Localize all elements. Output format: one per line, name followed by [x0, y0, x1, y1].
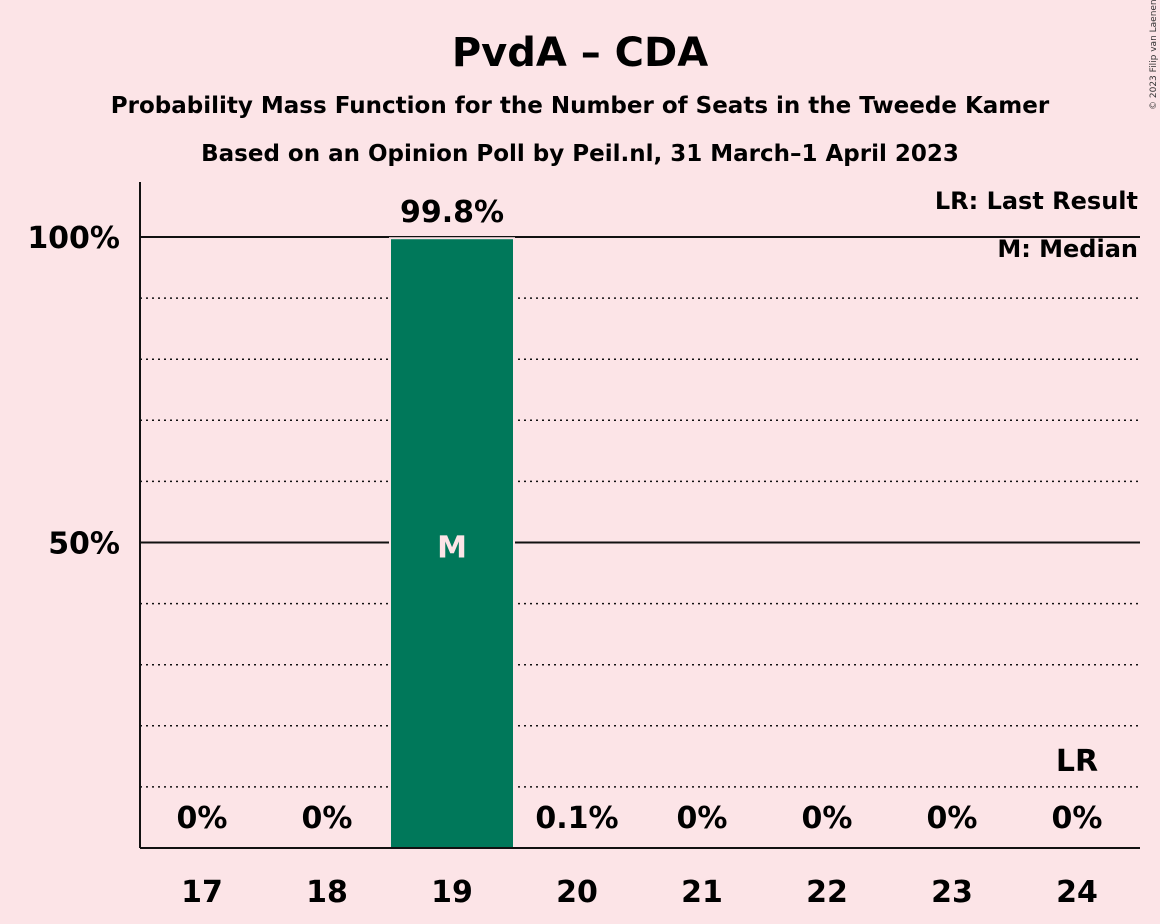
x-tick-label-22: 22 — [806, 875, 848, 910]
median-marker: M — [437, 531, 467, 566]
chart-subtitle-1: Probability Mass Function for the Number… — [111, 93, 1050, 119]
data-label-21: 0% — [677, 801, 728, 836]
x-tick-label-17: 17 — [181, 875, 223, 910]
data-label-19: 99.8% — [400, 195, 504, 230]
data-labels: 0% 0% 99.8% 0.1% 0% 0% 0% 0% M LR — [177, 195, 1103, 836]
y-tick-label: 50% — [48, 527, 120, 562]
bar-19 — [389, 237, 515, 850]
data-label-24: 0% — [1052, 801, 1103, 836]
chart-subtitle-2: Based on an Opinion Poll by Peil.nl, 31 … — [201, 141, 959, 167]
data-label-22: 0% — [802, 801, 853, 836]
bars — [389, 237, 640, 850]
grid-lines — [140, 236, 1140, 788]
chart-title: PvdA – CDA — [452, 30, 708, 76]
x-tick-label-24: 24 — [1056, 875, 1098, 910]
y-tick-label: 100% — [27, 221, 120, 256]
copyright-text: © 2023 Filip van Laenen — [1149, 0, 1159, 110]
x-tick-label-18: 18 — [306, 875, 348, 910]
x-tick-label-20: 20 — [556, 875, 598, 910]
data-label-17: 0% — [177, 801, 228, 836]
x-tick-label-21: 21 — [681, 875, 723, 910]
x-tick-label-23: 23 — [931, 875, 973, 910]
legend-last-result: LR: Last Result — [935, 187, 1138, 215]
legend-median: M: Median — [997, 235, 1138, 263]
data-label-20: 0.1% — [535, 801, 618, 836]
data-label-18: 0% — [302, 801, 353, 836]
last-result-marker: LR — [1056, 744, 1098, 779]
data-label-23: 0% — [927, 801, 978, 836]
x-tick-label-19: 19 — [431, 875, 473, 910]
axes: 50% 100% 17 18 19 20 21 22 23 24 — [27, 182, 1140, 910]
